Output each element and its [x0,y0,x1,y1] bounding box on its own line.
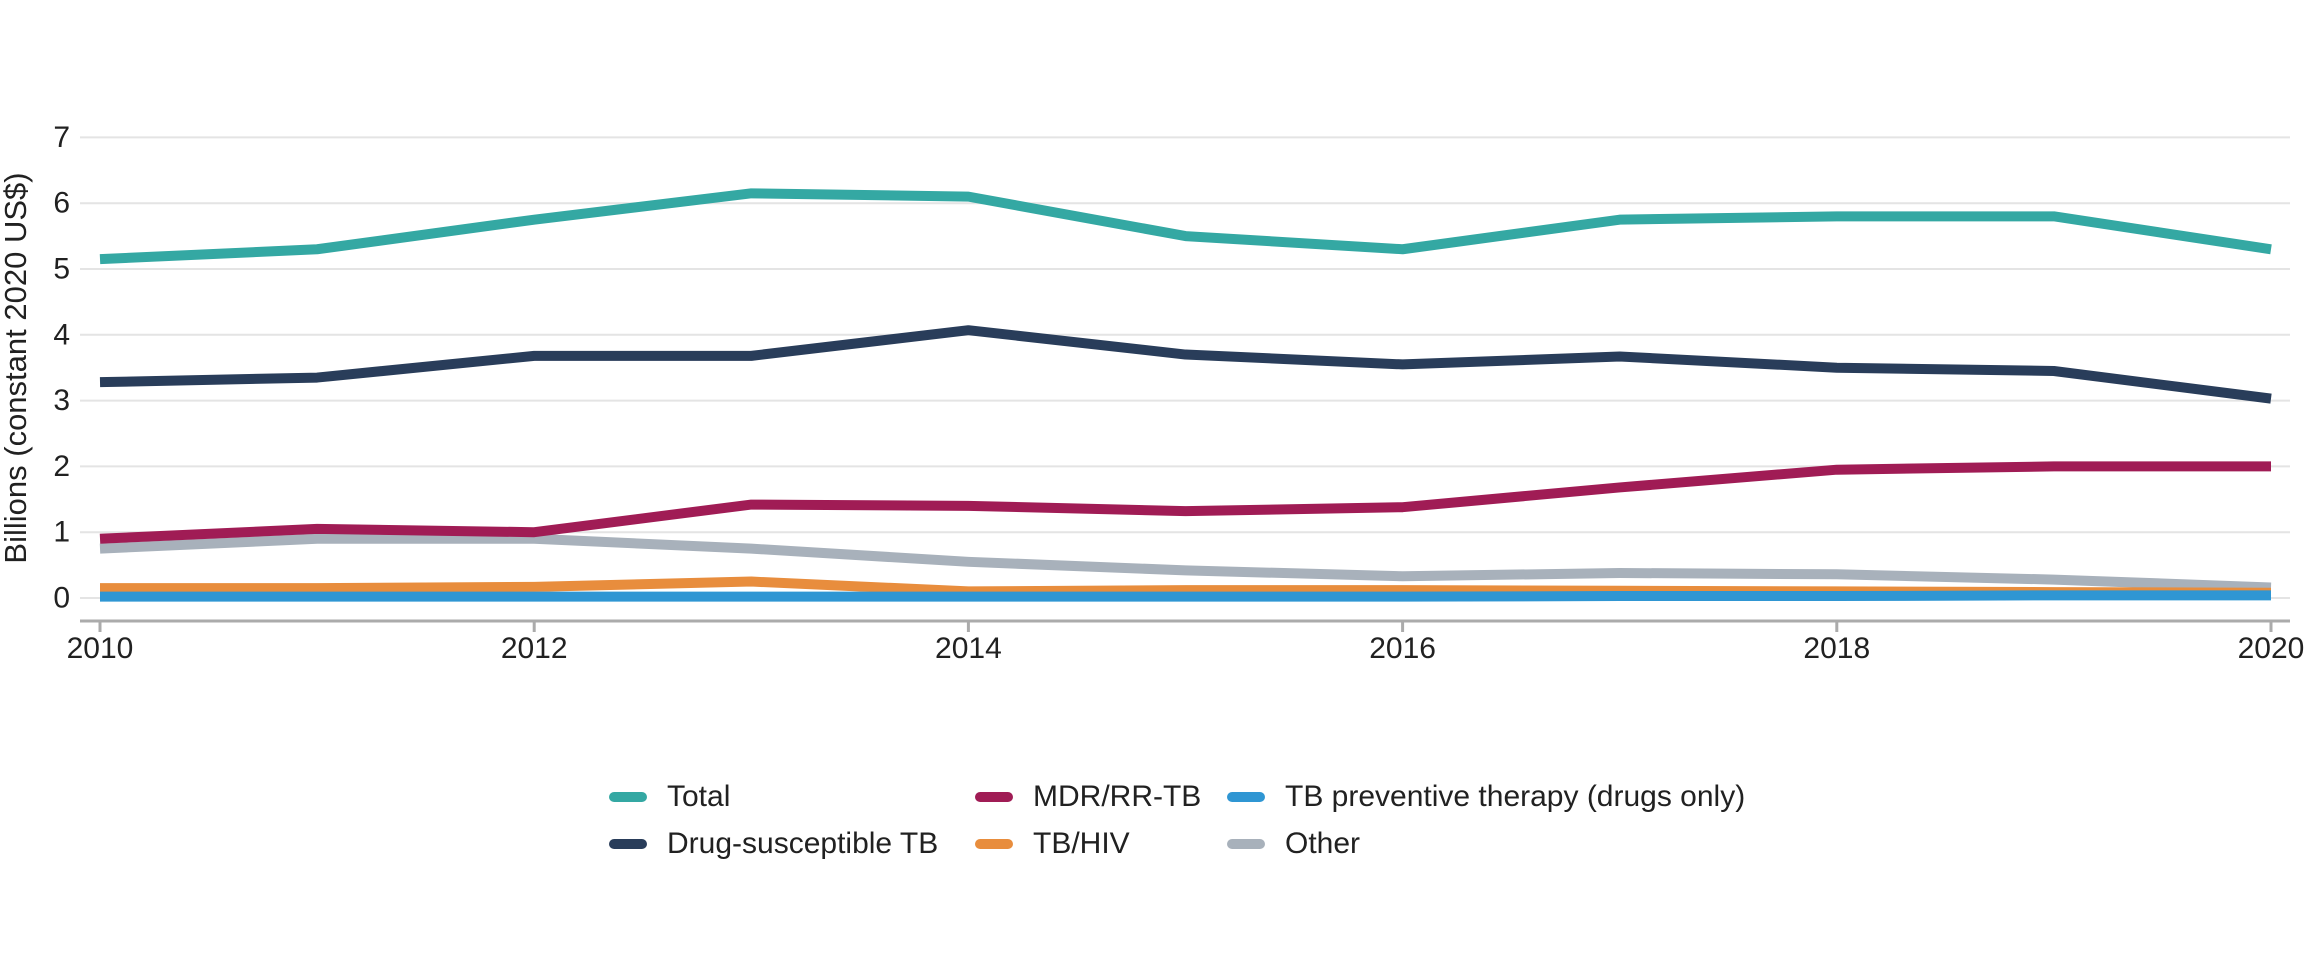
legend-swatch-tb-hiv [975,839,1013,849]
legend-label-tb-hiv: TB/HIV [1033,827,1130,860]
legend-item-total: Total [609,777,975,817]
x-axis [80,619,2290,632]
legend-item-tb-preventive-therapy-drugs-only: TB preventive therapy (drugs only) [1227,777,1745,817]
y-tick-label-1: 1 [53,516,70,549]
data-lines [99,188,2272,602]
line-other [99,533,2272,593]
tb-funding-line-chart: 7 6 5 4 3 2 1 0 2010 2012 2014 2016 2018 2020 Billion… [0,121,2304,665]
x-tick-label-2018: 2018 [1803,632,1870,665]
legend-item-mdr-rr-tb: MDR/RR-TB [975,777,1227,817]
legend-label-other: Other [1285,827,1361,860]
legend-item-drug-susceptible-tb: Drug-susceptible TB [609,824,975,864]
y-axis-title: Billions (constant 2020 US$) [0,172,33,563]
axis-tick-labels: 7 6 5 4 3 2 1 0 2010 2012 2014 2016 2018 2020 [53,121,2304,665]
line-total [99,188,2272,265]
legend-label-mdr-rr-tb: MDR/RR-TB [1033,780,1202,813]
x-tick-label-2016: 2016 [1369,632,1436,665]
legend-swatch-other [1227,839,1265,849]
x-tick-label-2012: 2012 [501,632,568,665]
y-tick-label-3: 3 [53,384,70,417]
y-tick-label-4: 4 [53,318,70,351]
x-tick-label-2020: 2020 [2238,632,2304,665]
x-tick-label-2014: 2014 [935,632,1002,665]
legend-item-other: Other [1227,824,1745,864]
line-tb-preventive-therapy-drugs-only [100,590,2271,602]
legend-swatch-drug-susceptible-tb [609,839,647,849]
y-tick-label-5: 5 [53,253,70,286]
y-tick-label-2: 2 [53,450,70,483]
x-tick-label-2010: 2010 [67,632,134,665]
legend-item-tb-hiv: TB/HIV [975,824,1227,864]
chart-legend: Total Drug-susceptible TB MDR/RR-TB TB/HIV T… [609,777,1745,864]
y-tick-label-7: 7 [53,121,70,154]
line-mdr-rr-tb [99,461,2271,544]
legend-label-tb-preventive-therapy-drugs-only: TB preventive therapy (drugs only) [1285,780,1746,813]
legend-label-total: Total [667,780,731,813]
y-tick-label-6: 6 [53,187,70,220]
legend-label-drug-susceptible-tb: Drug-susceptible TB [667,827,939,860]
legend-swatch-total [609,792,647,802]
y-tick-label-0: 0 [53,582,70,615]
legend-swatch-mdr-rr-tb [975,792,1013,802]
legend-swatch-tb-preventive-therapy-drugs-only [1227,792,1265,802]
line-drug-susceptible-tb [99,325,2272,404]
